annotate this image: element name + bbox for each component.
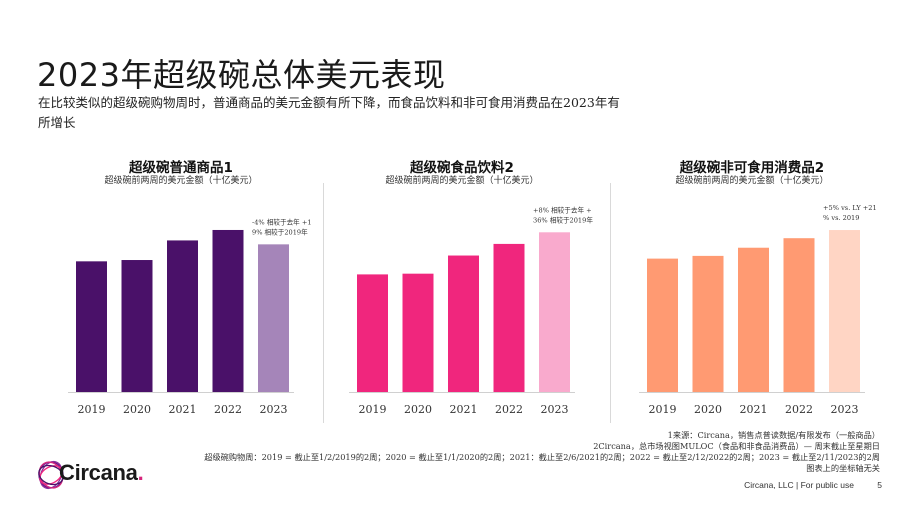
- change-annotation: -4% 相较于去年 +1: [252, 217, 312, 226]
- chart-panel-general-merchandise: 超级碗普通商品1 超级碗前两周的美元金额（十亿美元） 2019 2020 2021 2…: [66, 156, 312, 424]
- bar-chart-svg: 2019 2020 2021 2022 2023 +5% vs. LY +21 % vs. …: [639, 204, 877, 416]
- circana-logo-text: Circana.: [59, 460, 144, 485]
- x-tick-label: 2022: [214, 403, 242, 416]
- chart-panel-food-beverage: 超级碗食品饮料2 超级碗前两周的美元金额（十亿美元） 2019 2020 2021 2…: [347, 156, 593, 424]
- bar: [212, 229, 244, 392]
- change-annotation: % vs. 2019: [823, 214, 859, 222]
- bar: [402, 273, 434, 392]
- x-tick-label: 2022: [495, 403, 523, 416]
- bar: [121, 260, 153, 392]
- x-tick-label: 2022: [785, 403, 813, 416]
- x-tick-label: 2021: [740, 403, 768, 416]
- bar: [258, 244, 289, 392]
- chart-title: 超级碗非可食用消费品2: [679, 160, 825, 176]
- change-annotation: 36% 相较于2019年: [533, 215, 593, 224]
- page-title: 2023年超级碗总体美元表现: [37, 56, 446, 94]
- bar-chart-svg: 2019 2020 2021 2022 2023 -4% 相较于去年 +19% 相较于20…: [68, 217, 312, 416]
- bar: [493, 243, 525, 392]
- x-tick-label: 2020: [123, 403, 151, 416]
- x-tick-label: 2019: [78, 403, 106, 416]
- panel-divider: [610, 183, 611, 423]
- footnote-weeks: 超级碗购物周：2019 = 截止至1/2/2019的2周；2020 = 截止至1…: [204, 452, 880, 462]
- chart-panel-non-edible: 超级碗非可食用消费品2 超级碗前两周的美元金额（十亿美元） 2019 2020 20…: [637, 156, 877, 424]
- change-annotation: +5% vs. LY +21: [823, 204, 877, 212]
- footnotes: 1来源：Circana，销售点普读数据/有限发布（一般商品） 2Circana，…: [200, 430, 880, 474]
- x-tick-label: 2021: [169, 403, 197, 416]
- panel-divider: [323, 183, 324, 423]
- bar: [76, 261, 107, 392]
- page-subtitle: 在比较类似的超级碗购物周时，普通商品的美元金额有所下降，而食品饮料和非可食用消费…: [38, 95, 620, 130]
- x-tick-label: 2019: [359, 403, 387, 416]
- x-tick-label: 2020: [694, 403, 722, 416]
- bar: [738, 247, 769, 392]
- footnote-source-1: 1来源：Circana，销售点普读数据/有限发布（一般商品）: [667, 430, 880, 440]
- x-tick-label: 2023: [831, 403, 859, 416]
- bar: [783, 238, 815, 392]
- company-label: Circana, LLC | For public use: [744, 480, 854, 490]
- bar: [448, 255, 479, 392]
- x-tick-label: 2023: [541, 403, 569, 416]
- x-tick-label: 2023: [260, 403, 288, 416]
- bar-chart-svg: 2019 2020 2021 2022 2023 +8% 相较于去年 +36% 相较于20…: [349, 205, 593, 416]
- chart-title: 超级碗普通商品1: [129, 160, 233, 176]
- bar: [539, 232, 570, 392]
- chart-subtitle: 超级碗前两周的美元金额（十亿美元）: [675, 176, 829, 186]
- bar: [167, 240, 198, 392]
- circana-logo-icon: [38, 460, 64, 490]
- footnote-axis: 图表上的坐标轴无关: [806, 463, 880, 473]
- footnote-source-2: 2Circana，总市场视图MULOC（食品和非食品消费品）— 周末截止至星期日: [593, 441, 880, 451]
- x-tick-label: 2020: [404, 403, 432, 416]
- chart-title: 超级碗食品饮料2: [410, 160, 514, 176]
- x-tick-label: 2021: [450, 403, 478, 416]
- chart-subtitle: 超级碗前两周的美元金额（十亿美元）: [104, 176, 258, 186]
- chart-subtitle: 超级碗前两周的美元金额（十亿美元）: [385, 176, 539, 186]
- bar: [692, 255, 724, 392]
- change-annotation: 9% 相较于2019年: [252, 227, 308, 236]
- change-annotation: +8% 相较于去年 +: [533, 205, 592, 214]
- bar: [829, 230, 860, 392]
- page-number: 5: [877, 480, 882, 490]
- bar: [357, 274, 388, 392]
- bar: [647, 258, 678, 392]
- x-tick-label: 2019: [649, 403, 677, 416]
